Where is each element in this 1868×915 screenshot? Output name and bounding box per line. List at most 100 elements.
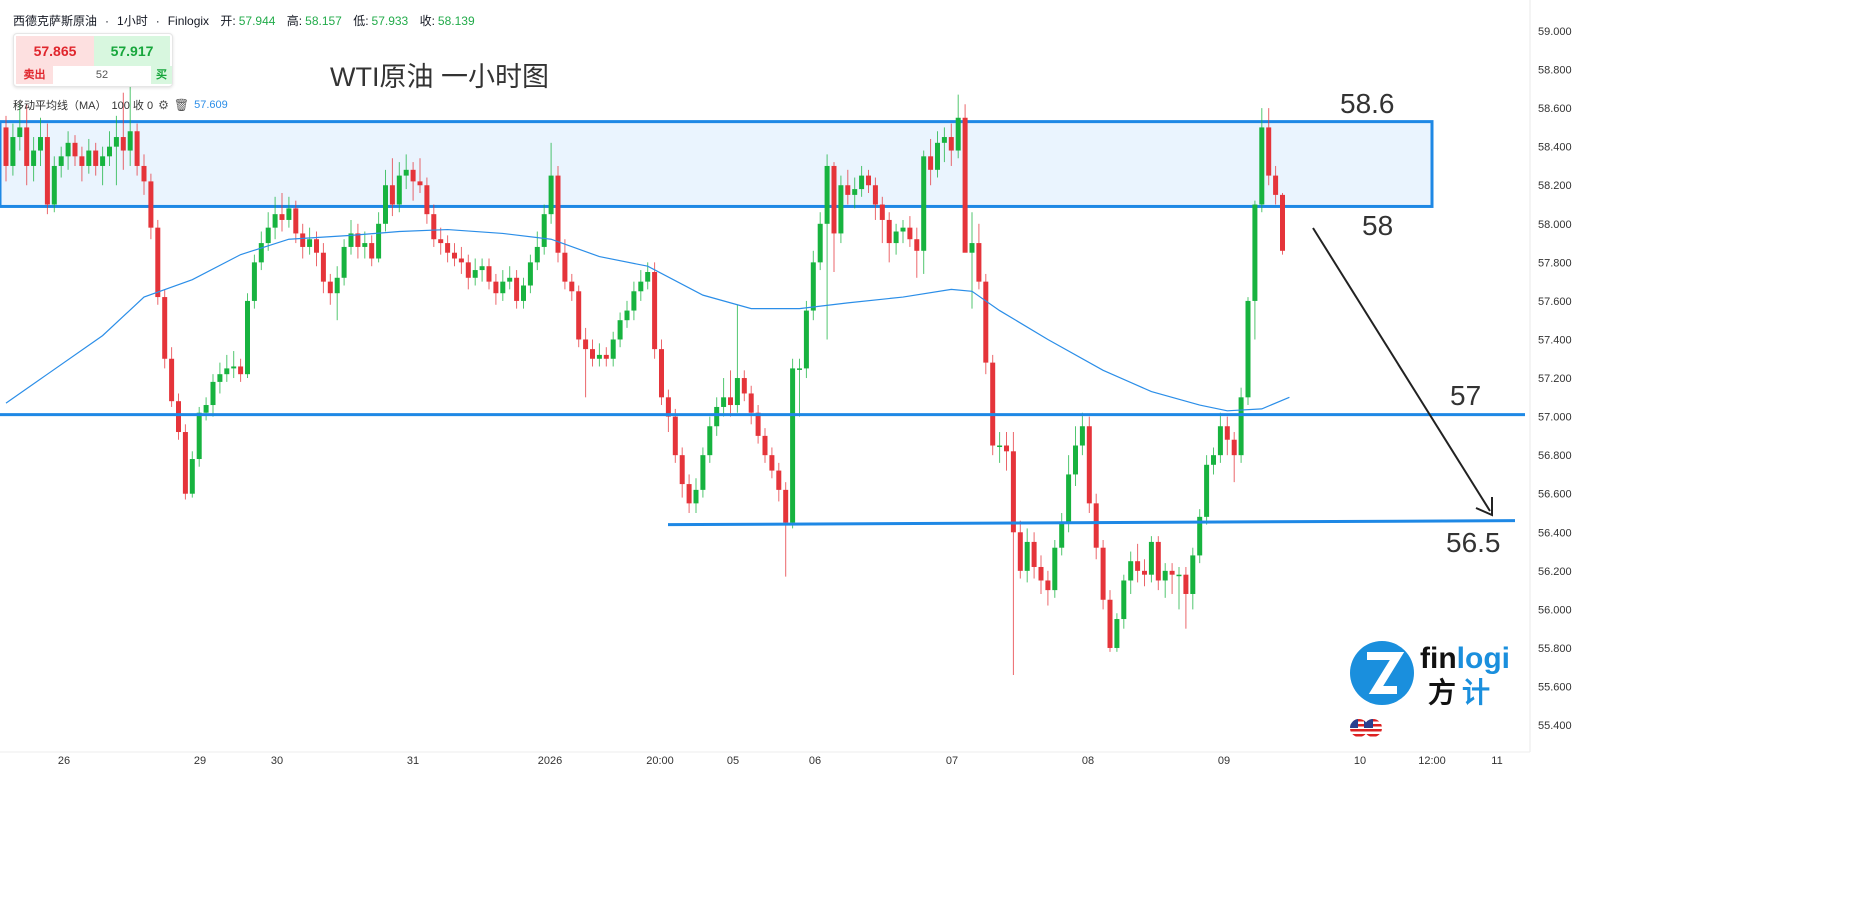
price-tick: 57.200	[1538, 373, 1572, 385]
level-label-58-6: 58.6	[1340, 88, 1395, 119]
price-tick: 58.400	[1538, 142, 1572, 154]
candle-up	[852, 189, 858, 195]
candle-down	[1004, 445, 1009, 452]
time-tick: 12:00	[1418, 755, 1446, 767]
candle-up	[997, 445, 1003, 448]
candle-down	[493, 281, 499, 294]
price-tick: 56.400	[1538, 527, 1572, 539]
candle-up	[479, 266, 485, 271]
high-value: 58.157	[305, 14, 342, 28]
open-label: 开:	[220, 14, 236, 28]
candle-down	[134, 131, 140, 166]
candle-down	[1231, 439, 1237, 456]
candle-down	[1093, 503, 1099, 548]
candle-up	[969, 243, 975, 253]
candle-down	[1031, 541, 1037, 567]
sell-button[interactable]: 卖出	[16, 66, 53, 84]
candle-down	[776, 470, 782, 490]
candle-down	[886, 219, 892, 244]
time-tick: 11	[1491, 755, 1502, 767]
indicator-params: 100 收 0	[111, 100, 154, 112]
candle-up	[472, 270, 478, 278]
candle-down	[590, 349, 595, 359]
candle-up	[1217, 426, 1223, 456]
candle-up	[341, 246, 347, 278]
data-source: Finlogix	[167, 14, 210, 28]
price-tick: 55.800	[1538, 643, 1572, 655]
candle-up	[1128, 561, 1134, 581]
candle-up	[113, 137, 119, 147]
candle-down	[465, 262, 471, 278]
time-tick: 10	[1354, 755, 1366, 767]
candle-down	[562, 252, 568, 282]
candle-down	[424, 185, 430, 215]
candle-up	[507, 277, 513, 282]
candle-down	[845, 185, 851, 195]
candle-down	[162, 297, 168, 359]
candle-up	[610, 339, 616, 359]
candle-up	[859, 175, 865, 190]
price-axis-bg	[1530, 0, 1868, 915]
candle-down	[452, 252, 457, 259]
candle-up	[541, 214, 547, 247]
candle-down	[445, 243, 451, 253]
level-label-56-5: 56.5	[1446, 527, 1501, 558]
candle-up	[210, 381, 216, 406]
candle-up	[624, 310, 630, 321]
candle-up	[1211, 455, 1216, 465]
candle-down	[783, 489, 789, 523]
high-label: 高:	[286, 14, 303, 28]
time-tick: 07	[946, 755, 958, 767]
candle-up	[500, 281, 506, 294]
candle-down	[514, 277, 520, 301]
candle-up	[645, 272, 651, 282]
candle-up	[534, 246, 540, 263]
price-tick: 58.200	[1538, 180, 1572, 192]
symbol-name: 西德克萨斯原油	[13, 14, 98, 28]
candle-down	[486, 266, 492, 282]
candle-down	[659, 349, 664, 398]
chart-title: WTI原油 一小时图	[330, 62, 549, 92]
candle-down	[603, 354, 609, 359]
candle-down	[120, 137, 126, 151]
candle-up	[527, 262, 533, 286]
price-tick: 57.000	[1538, 412, 1572, 424]
candle-up	[348, 233, 354, 247]
candle-up	[58, 156, 64, 166]
candle-down	[962, 117, 968, 253]
candle-down	[1280, 194, 1285, 251]
gear-icon[interactable]: ⚙	[158, 98, 169, 112]
candle-up	[245, 300, 250, 375]
price-tick: 57.400	[1538, 334, 1572, 346]
candle-down	[914, 239, 920, 251]
buy-price[interactable]: 57.917	[94, 36, 170, 66]
candle-down	[1038, 566, 1044, 581]
trash-icon[interactable]: 🗑	[173, 98, 190, 112]
buy-button[interactable]: 买入	[151, 66, 172, 84]
trend-arrow	[1312, 227, 1491, 512]
candle-up	[941, 137, 947, 143]
candle-up	[251, 262, 257, 301]
level-label-58: 58	[1362, 210, 1394, 241]
candle-down	[1045, 580, 1051, 591]
candle-down	[576, 291, 582, 340]
candle-down	[872, 185, 878, 205]
candle-down	[1266, 127, 1272, 176]
candle-down	[583, 339, 589, 350]
sell-price[interactable]: 57.865	[16, 36, 94, 66]
arrow-head-icon	[1475, 497, 1493, 517]
candle-down	[72, 142, 78, 157]
candle-up	[383, 185, 388, 224]
candle-up	[107, 146, 112, 157]
candle-down	[866, 175, 871, 186]
price-tick: 58.000	[1538, 219, 1572, 231]
candle-up	[1245, 300, 1251, 398]
timeframe[interactable]: 1小时	[117, 14, 148, 28]
candle-up	[921, 156, 927, 251]
time-tick: 29	[194, 755, 206, 767]
candle-up	[631, 291, 637, 311]
candle-up	[1204, 464, 1210, 517]
candle-up	[17, 127, 23, 138]
candle-up	[1073, 445, 1078, 475]
